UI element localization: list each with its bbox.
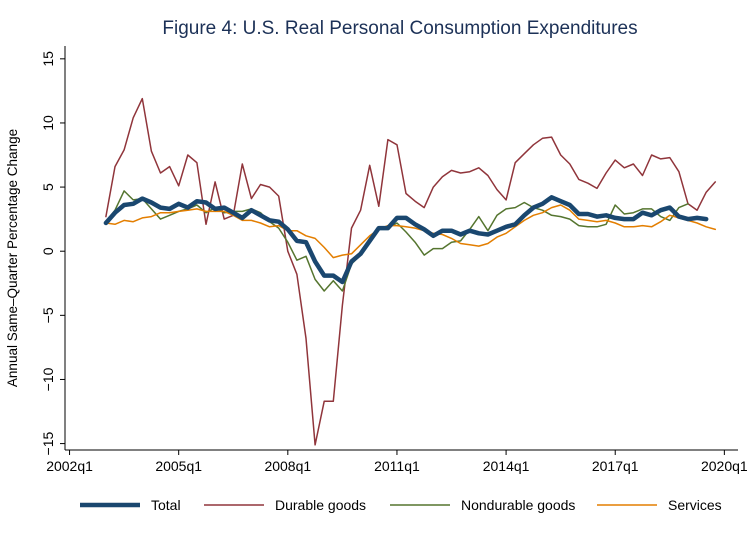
legend-item-nondurable-goods: Nondurable goods [390,497,575,513]
legend-item-durable-goods: Durable goods [204,497,366,513]
legend-item-total: Total [80,497,181,513]
legend: Total Durable goods Nondurable goods Servic… [80,497,722,513]
legend-label: Total [151,497,181,513]
x-tick-label: 2002q1 [46,458,93,474]
y-tick-label: 15 [40,51,56,67]
y-tick-label: −5 [40,307,56,323]
y-tick-label: 5 [40,183,56,191]
x-tick-label: 2005q1 [155,458,202,474]
x-tick-label: 2020q1 [701,458,748,474]
x-tick-label: 2017q1 [592,458,639,474]
legend-label: Services [668,497,722,513]
y-axis-title: Annual Same–Quarter Percentage Change [5,129,20,387]
x-tick-label: 2014q1 [483,458,530,474]
series-layer [103,97,717,446]
legend-item-services: Services [597,497,722,513]
x-tick-label: 2011q1 [374,458,420,474]
series-line-services [105,204,717,259]
chart-title: Figure 4: U.S. Real Personal Consumption… [162,18,637,39]
x-tick-label: 2008q1 [264,458,311,474]
y-tick-label: −10 [40,367,56,391]
y-tick-label: 0 [40,247,56,255]
legend-label: Nondurable goods [461,497,575,513]
y-tick-label: 10 [40,115,56,131]
axes: −15 −10 −5 0 5 10 15 2002q1 2005q1 2008q1 2011q1 20… [40,46,748,474]
series-line-total [103,195,709,285]
y-tick-label: −15 [40,432,56,456]
series-line-durable-goods [105,97,717,446]
legend-label: Durable goods [275,497,366,513]
